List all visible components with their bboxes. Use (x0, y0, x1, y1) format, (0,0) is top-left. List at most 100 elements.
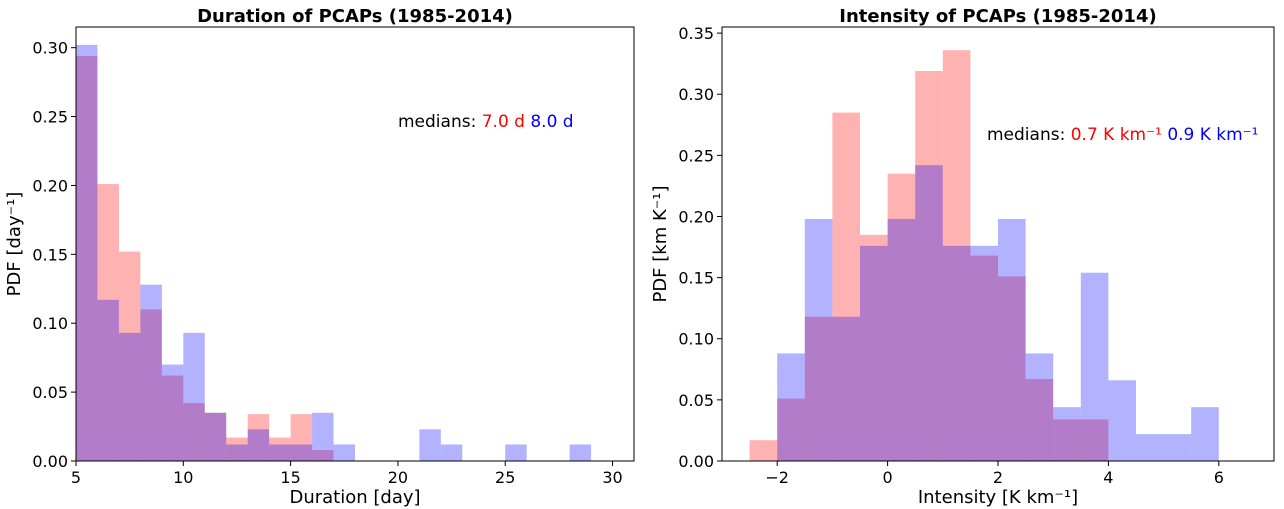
y-tick-label: 0.00 (678, 452, 714, 471)
histogram-bar (804, 316, 833, 461)
x-tick-label: 20 (388, 468, 408, 487)
median-blue: 8.0 d (530, 112, 573, 132)
histogram-bar (970, 245, 998, 461)
histogram-bar (247, 414, 270, 461)
medians-prefix: medians: (987, 125, 1071, 145)
histogram-bar (183, 332, 205, 461)
histogram-bar (860, 234, 888, 461)
y-tick-label: 0.00 (32, 452, 68, 471)
histogram-bar (161, 375, 184, 461)
histogram-bar (161, 364, 184, 461)
histogram-bar (804, 218, 833, 461)
y-tick-label: 0.15 (32, 245, 68, 264)
histogram-bar (915, 71, 943, 462)
histogram-bar (97, 299, 119, 461)
histogram-bar (118, 332, 141, 461)
y-tick-label: 0.35 (678, 24, 714, 43)
histogram-bar (290, 444, 313, 461)
y-axis-label: PDF [km K⁻¹] (650, 185, 671, 302)
histogram-bar (749, 440, 778, 461)
median-blue: 0.9 K km⁻¹ (1167, 125, 1258, 145)
histogram-bar (1025, 353, 1054, 461)
x-tick-label: 10 (173, 468, 193, 487)
histogram-bar (290, 414, 313, 461)
histogram-bar (970, 255, 998, 461)
x-tick-label: 6 (1214, 468, 1224, 487)
x-tick-label: 4 (1103, 468, 1113, 487)
histogram-bar (1053, 419, 1081, 461)
histogram-bar (76, 55, 98, 461)
histogram-bar (226, 444, 248, 461)
x-tick-label: 25 (495, 468, 515, 487)
histogram-bar (419, 429, 441, 461)
y-tick-label: 0.05 (678, 391, 714, 410)
y-tick-label: 0.25 (32, 108, 68, 127)
histogram-bar (569, 444, 592, 461)
histogram-bar (942, 50, 971, 461)
medians-annotation: medians: 0.7 K km⁻¹ 0.9 K km⁻¹ (987, 125, 1259, 145)
histogram-bar (97, 184, 119, 462)
histogram-bar (505, 444, 527, 461)
histogram-bar (140, 309, 162, 461)
histogram-bar (942, 245, 971, 461)
histogram-bar (832, 112, 860, 462)
x-axis-label: Intensity [K km⁻¹] (918, 487, 1078, 508)
histogram-bar (1053, 407, 1081, 461)
histogram-bar (140, 284, 162, 461)
y-tick-label: 0.10 (678, 330, 714, 349)
histogram-bar (1025, 379, 1054, 461)
x-tick-label: 15 (280, 468, 300, 487)
histogram-bar (832, 316, 860, 461)
histogram-bar (333, 444, 355, 461)
histogram-bar (76, 44, 98, 462)
histogram-bar (312, 449, 334, 461)
y-tick-label: 0.25 (678, 146, 714, 165)
histogram-bar (1108, 380, 1136, 461)
histogram-bar (1163, 434, 1192, 461)
chart-intensity: Intensity of PCAPs (1985-2014) −2 0 2 4 6 0.00… (650, 6, 1275, 508)
chart-title: Duration of PCAPs (1985-2014) (197, 6, 513, 27)
y-axis-label: PDF [day⁻¹] (4, 192, 25, 297)
histogram-bar (998, 276, 1026, 461)
histogram-bar (312, 412, 334, 461)
x-tick-label: 5 (71, 468, 81, 487)
x-tick-label: −2 (765, 468, 789, 487)
y-tick-label: 0.05 (32, 383, 68, 402)
histogram-bar (183, 403, 205, 461)
y-tick-label: 0.30 (32, 39, 68, 58)
x-axis-label: Duration [day] (289, 487, 420, 508)
y-tick-label: 0.20 (32, 176, 68, 195)
y-tick-label: 0.15 (678, 269, 714, 288)
histogram-bar (440, 444, 463, 461)
chart-duration: Duration of PCAPs (1985-2014) 5 10 15 20 25 30… (4, 6, 635, 508)
histogram-bar (915, 165, 943, 461)
histogram-bar (1080, 419, 1109, 461)
histogram-bar (887, 173, 916, 461)
histogram-bar (1080, 272, 1109, 461)
x-tick-label: 2 (993, 468, 1003, 487)
x-tick-label: 0 (883, 468, 893, 487)
histogram-bar (269, 437, 291, 461)
histogram-bar (269, 444, 291, 461)
histogram-bar (1191, 407, 1219, 461)
y-tick-label: 0.10 (32, 314, 68, 333)
chart-title: Intensity of PCAPs (1985-2014) (839, 6, 1156, 27)
median-red: 0.7 K km⁻¹ (1071, 125, 1168, 145)
medians-annotation: medians: 7.0 d 8.0 d (398, 112, 574, 132)
histogram-bar (204, 412, 227, 461)
histogram-bar (860, 245, 888, 461)
histogram-bar (1136, 434, 1164, 461)
median-red: 7.0 d (482, 112, 531, 132)
y-tick-label: 0.30 (678, 85, 714, 104)
histogram-bar (998, 218, 1026, 461)
plot-frame (75, 26, 635, 462)
histogram-bar (777, 353, 805, 461)
histogram-bar (204, 412, 227, 461)
histogram-bar (226, 437, 248, 461)
y-tick-label: 0.20 (678, 207, 714, 226)
x-tick-label: 30 (602, 468, 622, 487)
medians-prefix: medians: (398, 112, 482, 132)
histogram-bar (777, 398, 805, 461)
histogram-bar (887, 218, 916, 461)
